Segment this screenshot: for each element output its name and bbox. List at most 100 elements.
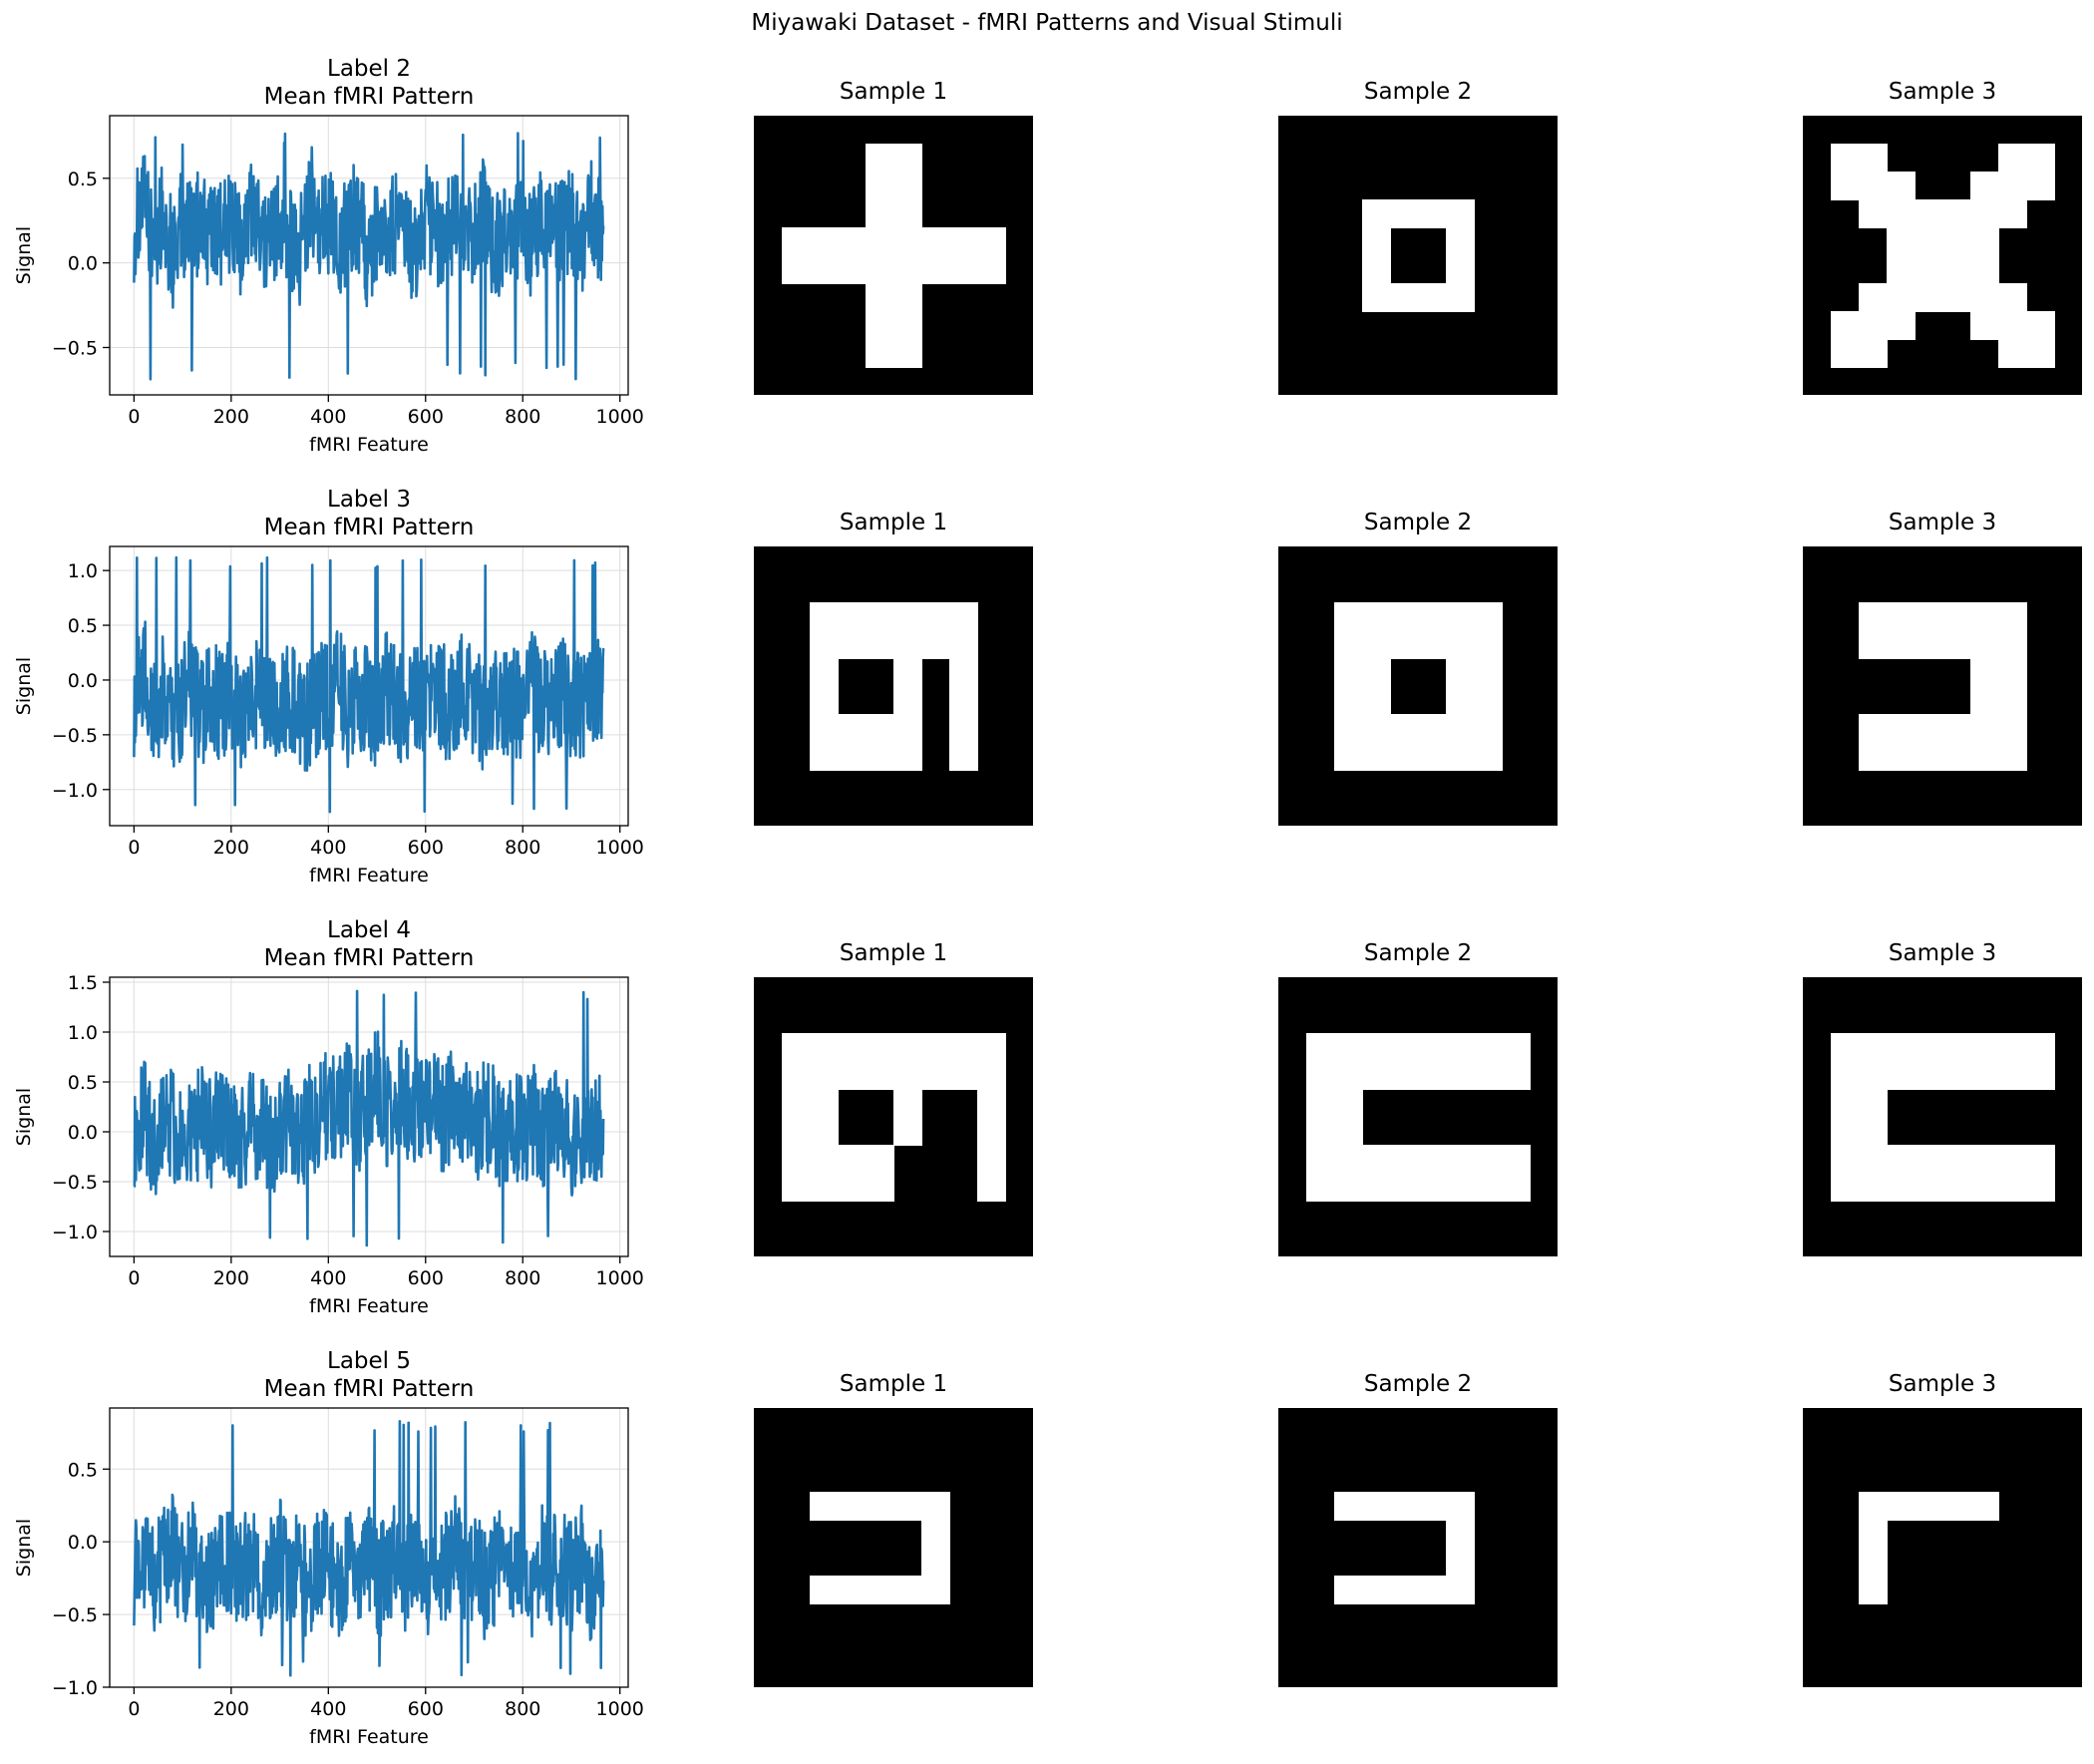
- stimulus-pixel: [949, 602, 978, 631]
- stimulus-pixel: [893, 1089, 922, 1118]
- stimulus-pixel: [1887, 1033, 1916, 1062]
- x-tick-label: 600: [408, 837, 444, 859]
- stimulus-pixel: [866, 602, 894, 631]
- stimulus-pixel: [810, 630, 839, 659]
- stimulus-pixel: [1418, 1061, 1447, 1090]
- stimulus-pixel: [1418, 1145, 1447, 1174]
- stimulus-pixel: [866, 339, 894, 368]
- stimulus-pixel: [893, 742, 922, 771]
- stimulus-pixel: [1942, 1173, 1971, 1202]
- y-tick-label: 0.0: [68, 253, 98, 275]
- stimulus-pixel: [1362, 227, 1391, 256]
- stimulus-pixel: [866, 144, 894, 173]
- stimulus-pixel: [1831, 1061, 1860, 1090]
- axes-frame: [109, 976, 629, 1257]
- stimulus-pixel: [1446, 714, 1475, 743]
- stimulus-pixel: [1446, 1173, 1475, 1202]
- stimulus-pixel: [1998, 1145, 2027, 1174]
- x-tick-label: 1000: [596, 1267, 644, 1289]
- stimulus-pixel: [1942, 227, 1971, 256]
- x-tick-label: 400: [310, 406, 346, 428]
- stimulus-pixel: [893, 1576, 922, 1604]
- stimulus-pixel: [893, 658, 922, 687]
- stimulus-pixel: [810, 714, 839, 743]
- x-tick-label: 1000: [596, 837, 644, 859]
- y-axis-label: Signal: [13, 657, 35, 715]
- stimulus-pixel: [1915, 1033, 1943, 1062]
- x-tick-label: 800: [505, 1698, 540, 1720]
- stimulus-pixel: [1998, 172, 2027, 200]
- stimulus-pixel: [782, 1117, 811, 1146]
- stimulus-pixel: [893, 199, 922, 228]
- stimulus-pixel: [838, 1033, 867, 1062]
- stimulus-pixel: [810, 1061, 839, 1090]
- series-line: [133, 555, 605, 814]
- stimulus-pixel: [893, 630, 922, 659]
- y-tick-label: 0.0: [68, 670, 98, 692]
- axes-frame: [109, 545, 629, 827]
- stimulus-pixel: [1474, 1173, 1503, 1202]
- stimulus-pixel: [1334, 1033, 1363, 1062]
- stimulus-pixel: [1859, 199, 1888, 228]
- stimulus-pixel: [1831, 1033, 1860, 1062]
- chart-title: Label 3: [327, 487, 411, 513]
- stimulus-pixel: [1859, 1145, 1888, 1174]
- stimulus-pixel: [1831, 1145, 1860, 1174]
- stimulus-pixel: [921, 227, 950, 256]
- stimulus-pixel: [866, 199, 894, 228]
- stimulus-pixel: [1418, 714, 1447, 743]
- sample-title: Sample 2: [1363, 510, 1473, 535]
- stimulus-pixel: [921, 1492, 950, 1521]
- x-tick-label: 0: [128, 837, 140, 859]
- stimulus-pixel: [977, 1061, 1006, 1090]
- x-tick-label: 200: [213, 406, 249, 428]
- stimulus-pixel: [1859, 1576, 1888, 1604]
- stimulus-pixel: [1390, 1145, 1419, 1174]
- x-axis-label: fMRI Feature: [309, 434, 429, 456]
- stimulus-pixel: [1334, 742, 1363, 771]
- stimulus-pixel: [1887, 1492, 1916, 1521]
- stimulus-pixel: [1887, 1061, 1916, 1090]
- stimulus-pixel: [2026, 1173, 2055, 1202]
- stimulus-pixel: [1887, 1145, 1916, 1174]
- chart-title: Label 4: [327, 917, 411, 943]
- stimulus-pixel: [838, 630, 867, 659]
- series-line: [133, 989, 605, 1247]
- stimulus-pixel: [1859, 172, 1888, 200]
- y-axis-label: Signal: [13, 1519, 35, 1577]
- x-axis-label: fMRI Feature: [309, 865, 429, 886]
- stimulus-pixel: [1418, 1576, 1447, 1604]
- stimulus-pixel: [1970, 255, 1999, 284]
- stimulus-pixel: [1915, 1145, 1943, 1174]
- stimulus-pixel: [921, 1576, 950, 1604]
- stimulus-pixel: [1390, 602, 1419, 631]
- stimulus-pixel: [921, 602, 950, 631]
- stimulus-pixel: [893, 1492, 922, 1521]
- stimulus-image: [754, 977, 1033, 1256]
- stimulus-pixel: [1970, 714, 1999, 743]
- stimulus-pixel: [782, 1089, 811, 1118]
- y-tick-label: 0.0: [68, 1532, 98, 1554]
- stimulus-pixel: [1446, 1145, 1475, 1174]
- stimulus-pixel: [2026, 311, 2055, 340]
- stimulus-pixel: [921, 255, 950, 284]
- stimulus-pixel: [810, 227, 839, 256]
- stimulus-pixel: [782, 1173, 811, 1202]
- stimulus-pixel: [1418, 283, 1447, 312]
- stimulus-pixel: [893, 1117, 922, 1146]
- stimulus-pixel: [921, 1548, 950, 1577]
- stimulus-pixel: [838, 255, 867, 284]
- x-tick-label: 800: [505, 406, 540, 428]
- stimulus-pixel: [1446, 199, 1475, 228]
- stimulus-pixel: [1502, 1033, 1531, 1062]
- stimulus-pixel: [1446, 255, 1475, 284]
- stimulus-pixel: [1831, 339, 1860, 368]
- y-axis-label: Signal: [13, 1088, 35, 1146]
- stimulus-pixel: [1915, 714, 1943, 743]
- stimulus-pixel: [1474, 714, 1503, 743]
- stimulus-pixel: [866, 172, 894, 200]
- stimulus-pixel: [1942, 742, 1971, 771]
- stimulus-pixel: [866, 1033, 894, 1062]
- y-tick-label: −0.5: [52, 725, 98, 747]
- stimulus-pixel: [893, 714, 922, 743]
